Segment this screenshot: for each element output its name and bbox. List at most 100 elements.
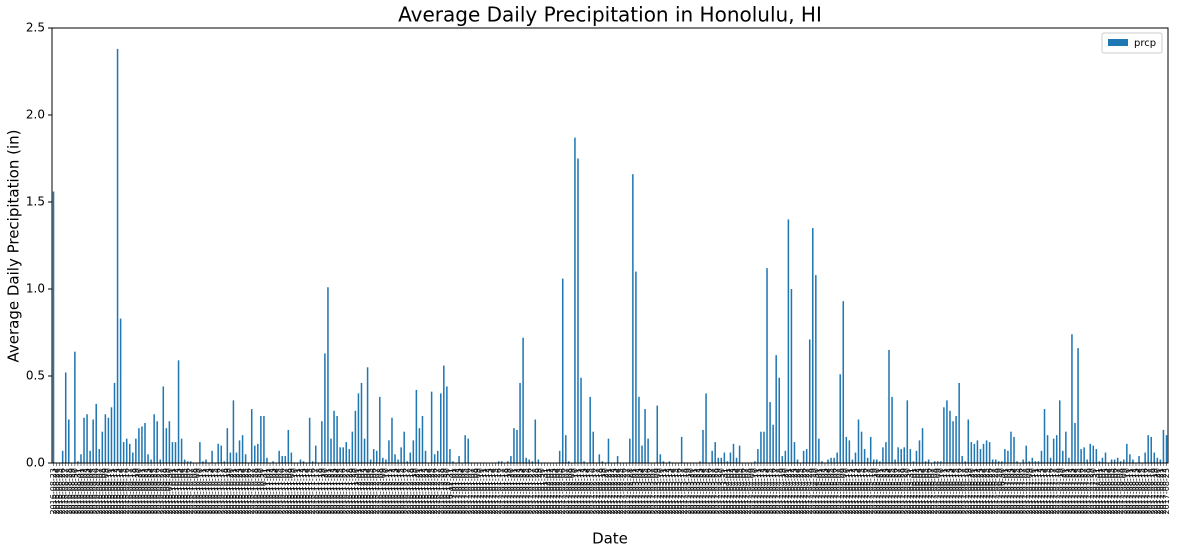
bar: [1043, 409, 1046, 463]
x-tick-label: 2017-03-12: [662, 468, 671, 515]
x-tick-label: 2016-12-03: [360, 468, 369, 515]
x-tick-label: 2017-02-26: [619, 468, 628, 515]
x-tick-label: 2017-01-06: [464, 468, 473, 514]
bar: [1034, 461, 1037, 463]
x-tick-label: 2017-07-07: [1019, 468, 1028, 515]
x-tick-label: 2016-10-05: [180, 468, 189, 515]
x-tick-label: 2016-10-18: [220, 468, 229, 515]
x-tick-label: 2017-01-30: [537, 468, 546, 515]
x-tick-label: 2016-10-13: [205, 468, 214, 515]
x-tick-label: 2017-07-04: [1010, 468, 1019, 515]
bar: [933, 461, 936, 463]
x-tick-label: 2017-06-24: [979, 468, 988, 515]
bar: [388, 440, 390, 463]
x-tick-label: 2016-11-07: [281, 468, 290, 515]
x-tick-label: 2016-12-29: [439, 468, 448, 515]
x-tick-label: 2017-05-10: [842, 468, 851, 515]
x-tick-label: 2016-11-11: [293, 468, 302, 515]
x-tick-label: 2017-08-12: [1128, 468, 1137, 515]
bar: [77, 461, 79, 463]
x-tick-label: 2016-11-28: [345, 468, 354, 515]
bar: [409, 452, 412, 463]
bar: [638, 396, 640, 463]
bar: [101, 431, 104, 463]
x-tick-label: 2017-02-28: [625, 468, 634, 515]
bar: [281, 456, 283, 463]
bar: [1132, 459, 1134, 463]
y-tick-label: 0.0: [26, 456, 45, 470]
x-tick-label: 2017-07-19: [1055, 468, 1064, 515]
bar: [415, 389, 418, 463]
x-tick-label: 2016-09-12: [110, 468, 119, 515]
bar: [577, 158, 579, 463]
bar: [1150, 436, 1152, 463]
bar: [561, 278, 564, 463]
x-tick-label: 2017-07-03: [1006, 468, 1015, 515]
bar: [729, 452, 732, 463]
x-tick-label: 2016-08-24: [52, 468, 61, 515]
x-tick-label: 2016-08-23: [49, 468, 58, 515]
x-tick-label: 2016-12-27: [433, 468, 442, 515]
bar: [1147, 435, 1149, 463]
x-tick-label: 2017-03-08: [650, 468, 659, 515]
bar: [787, 219, 790, 463]
legend-label: prcp: [1134, 38, 1156, 49]
x-tick-label: 2017-04-30: [811, 468, 820, 515]
x-tick-label: 2016-09-06: [92, 468, 101, 515]
x-tick-label: 2017-02-06: [558, 468, 567, 515]
bar: [345, 442, 348, 463]
bar: [833, 457, 835, 463]
x-tick-label: 2017-01-17: [497, 468, 506, 515]
bar: [52, 191, 55, 463]
x-tick-label: 2017-08-23: [1162, 468, 1171, 515]
bar: [400, 447, 402, 463]
x-tick-label: 2017-03-09: [653, 468, 662, 515]
x-tick-label: 2017-05-13: [851, 468, 860, 515]
bar: [287, 429, 290, 463]
x-tick-label: 2016-12-18: [406, 468, 415, 515]
bar: [882, 447, 884, 463]
bar: [632, 174, 634, 463]
bar: [848, 440, 851, 463]
x-tick-label: 2016-12-14: [394, 468, 403, 515]
x-tick-label: 2017-01-08: [470, 468, 479, 515]
bar: [1004, 449, 1006, 463]
x-tick-label: 2017-02-14: [583, 468, 592, 515]
bar: [412, 440, 415, 463]
x-tick-label: 2016-09-15: [119, 468, 128, 515]
bar: [839, 374, 841, 463]
bar: [940, 461, 942, 463]
bar: [519, 382, 521, 463]
bar: [366, 367, 369, 463]
x-tick-label: 2017-08-11: [1125, 468, 1134, 515]
bar: [217, 443, 219, 463]
x-tick-label: 2016-10-26: [244, 468, 253, 515]
x-tick-label: 2017-02-18: [595, 468, 604, 515]
x-tick-label: 2016-12-11: [384, 468, 393, 515]
x-tick-label: 2016-11-10: [290, 468, 299, 515]
bar: [994, 459, 997, 463]
x-tick-label: 2017-03-11: [659, 468, 668, 515]
bar: [1016, 461, 1018, 463]
x-tick-label: 2017-04-28: [805, 468, 814, 515]
x-tick-label: 2017-05-06: [830, 468, 839, 515]
x-tick-label: 2017-05-20: [872, 468, 881, 515]
bar: [702, 429, 704, 463]
bar: [324, 353, 326, 463]
y-tick-label: 1.5: [26, 195, 45, 209]
x-tick-label: 2017-07-31: [1092, 468, 1101, 515]
bar: [647, 438, 649, 463]
bar: [589, 396, 591, 463]
x-tick-label: 2016-10-25: [241, 468, 250, 515]
x-tick-label: 2017-06-26: [985, 468, 994, 515]
bar: [924, 461, 927, 463]
bar: [568, 461, 570, 463]
bar: [1028, 461, 1031, 463]
x-tick-label: 2016-10-23: [235, 468, 244, 515]
x-tick-label: 2017-06-25: [982, 468, 991, 515]
bar: [726, 461, 729, 463]
x-tick-label: 2017-02-15: [586, 468, 595, 515]
x-tick-label: 2016-11-15: [305, 468, 314, 515]
x-tick-label: 2017-03-26: [705, 468, 714, 515]
x-tick-label: 2016-09-27: [156, 468, 165, 515]
